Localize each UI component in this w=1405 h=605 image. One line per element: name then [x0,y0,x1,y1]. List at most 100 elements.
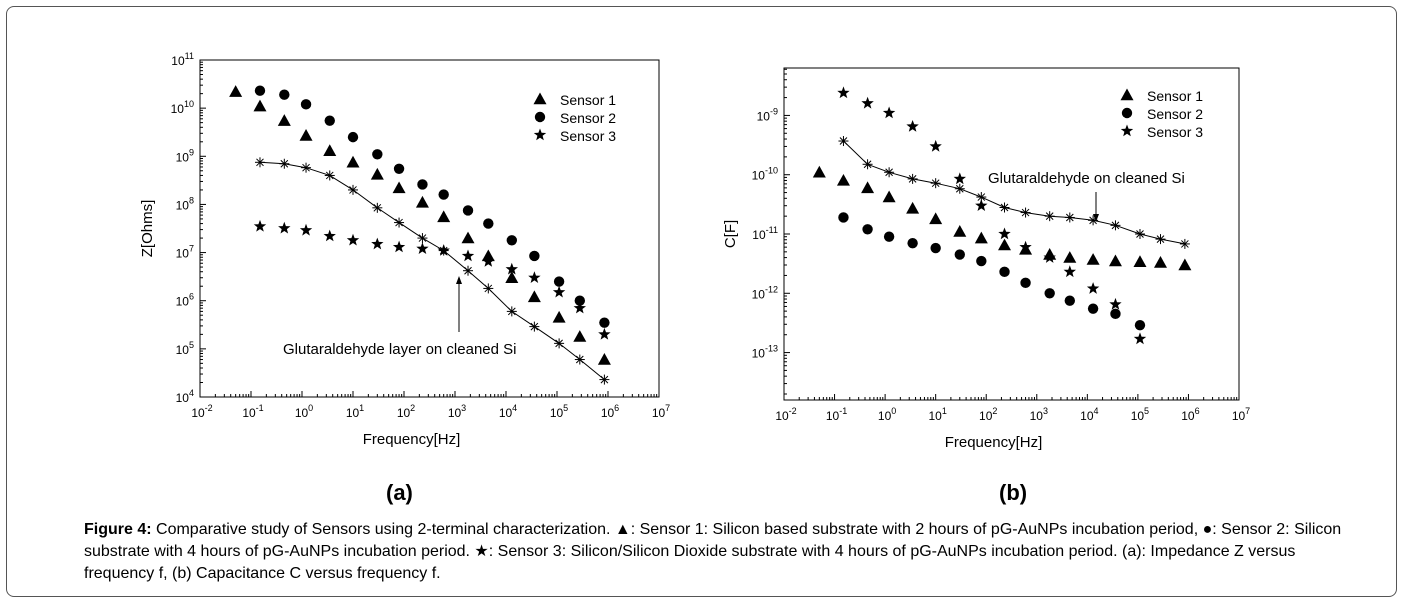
data-point [392,181,406,194]
data-point [1179,238,1190,249]
data-point [1086,282,1100,294]
x-tick-label: 102 [397,403,415,420]
x-axis-label: Frequency[Hz] [363,431,461,448]
data-point [348,184,358,195]
data-point [1155,234,1166,245]
data-point [393,163,405,174]
x-tick-label: 103 [448,403,466,420]
y-tick-label: 10-10 [752,166,778,183]
data-point [438,189,449,200]
legend-marker [1120,124,1134,137]
legend: Sensor 1 Sensor 2 Sensor 3 [1120,88,1203,140]
asterisk-stroke [464,266,472,275]
data-point [975,199,988,211]
data-point [370,167,384,180]
annotation-text: Glutaraldehyde on cleaned Si [988,170,1185,187]
asterisk-stroke [256,158,264,167]
data-point [279,89,290,100]
data-point [552,285,566,298]
x-tick-label: 107 [1232,406,1250,423]
data-point [347,131,359,143]
legend-label: Sensor 3 [560,128,616,144]
data-point [861,181,875,194]
legend-label: Sensor 1 [1147,88,1203,104]
data-point [253,219,267,232]
series-line [843,140,1185,245]
data-point [301,162,312,173]
data-point [438,245,449,256]
asterisk-stroke [839,137,848,145]
x-tick-label: 102 [979,406,997,423]
y-tick-label: 104 [176,388,194,405]
series-sensor-3 [837,86,1147,345]
y-axis-label: C[F] [722,220,739,248]
y-tick-label: 108 [176,195,194,212]
y-tick-label: 1010 [171,99,194,116]
asterisk-stroke [555,339,563,348]
asterisk-stroke [931,179,940,188]
data-point [597,353,611,365]
asterisk-stroke [600,375,609,384]
asterisk-stroke [418,234,427,242]
series-glutaraldehyde-on-cleaned-si [838,136,1190,249]
panel-label-a: (a) [386,480,413,505]
annotation-arrowhead [1093,214,1099,222]
data-point [1044,288,1055,299]
plot-frame [199,59,660,398]
data-point [929,139,942,152]
data-point [278,221,291,234]
asterisk-stroke [1136,230,1144,238]
asterisk-stroke [507,307,516,316]
data-point [461,249,475,262]
asterisk-stroke [395,218,403,227]
data-point [392,240,406,253]
data-point [573,330,587,342]
data-point [838,212,849,223]
asterisk-stroke [325,171,334,180]
data-point [861,96,874,109]
x-tick-label: 103 [1030,406,1048,423]
caption-figure-label: Figure 4: [84,521,152,538]
chart-panel-a: 10-2 10-1 100 101 102 103 104 105 106 107 104 105 10… [139,51,670,448]
legend-marker [1121,107,1133,119]
data-point [529,250,540,262]
asterisk-stroke [885,168,893,177]
data-point [884,167,895,178]
series-line [259,161,605,380]
legend-label: Sensor 3 [1147,124,1203,140]
x-axis-label: Frequency[Hz] [945,434,1043,451]
data-point [953,225,967,237]
data-point [1086,253,1100,265]
data-point [574,295,586,306]
data-point [573,301,586,314]
x-tick-label: 106 [1181,406,1199,423]
asterisk-stroke [373,203,382,212]
data-point [415,195,429,208]
data-point [1064,212,1075,223]
data-point [930,242,941,254]
data-point [974,231,988,244]
data-point [882,190,896,203]
data-point [253,99,267,112]
data-point [1020,207,1031,218]
data-point [417,179,428,190]
data-point [812,165,826,178]
asterisk-stroke [1181,240,1189,248]
annotation-text: Glutaraldehyde layer on cleaned Si [283,341,516,358]
legend-marker [533,128,547,141]
panel-label-b: (b) [999,480,1028,505]
asterisk-stroke [302,163,310,172]
data-point [999,202,1010,213]
data-point [954,183,965,194]
data-point [1109,297,1122,310]
data-point [953,172,966,185]
asterisk-stroke [484,284,493,293]
data-point [998,238,1012,251]
asterisk-stroke [1156,235,1165,243]
data-point [1110,220,1121,231]
asterisk-stroke [439,246,448,255]
legend-marker [534,111,546,123]
data-point [1178,258,1192,271]
data-point [323,229,336,242]
